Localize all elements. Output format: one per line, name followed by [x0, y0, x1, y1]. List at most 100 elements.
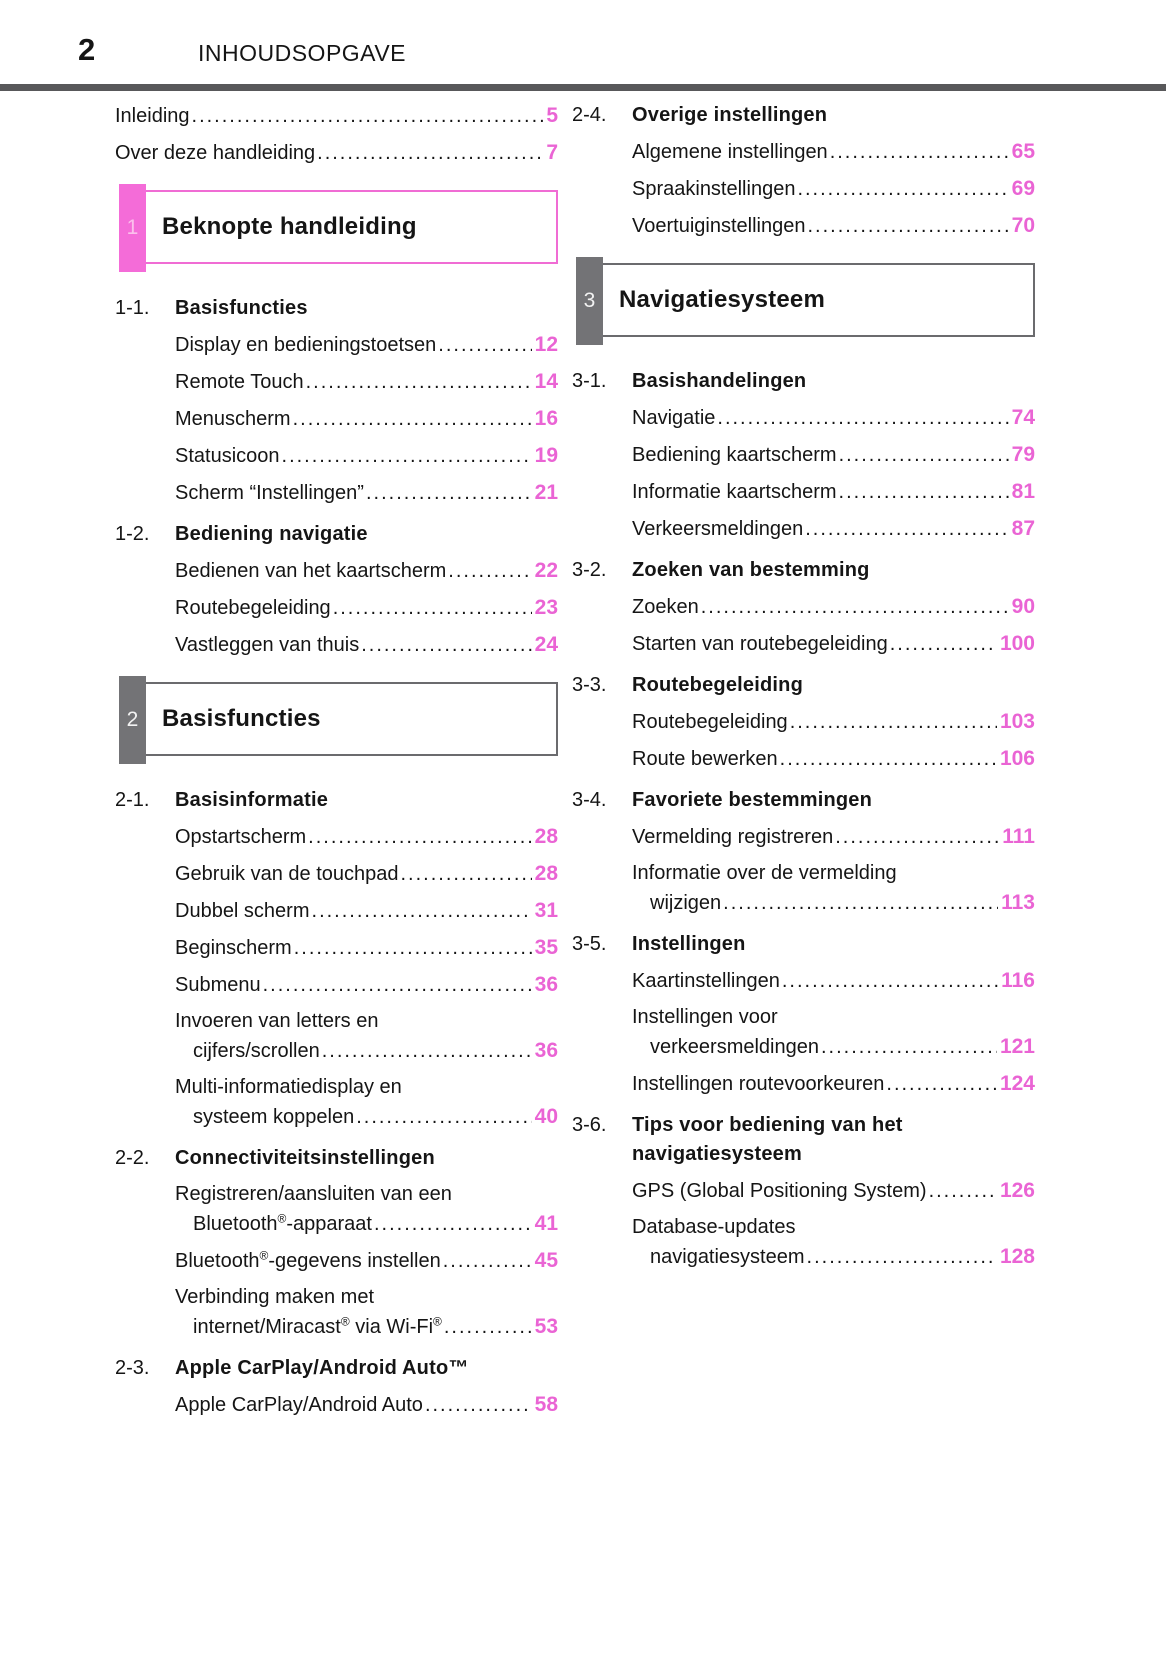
entry-last-line: Route bewerken 106 — [632, 744, 1035, 774]
toc-entry: Dubbel scherm 31 — [175, 896, 558, 926]
entry-last-line: Over deze handleiding 7 — [115, 138, 558, 168]
page-ref: 58 — [534, 1393, 558, 1416]
dot-leader — [192, 102, 544, 131]
entry-text: Display en bedieningstoetsen — [175, 334, 437, 356]
page-ref: 100 — [999, 632, 1035, 655]
entry-last-line: cijfers/scrollen 36 — [175, 1036, 558, 1066]
entry-last-line: Verkeersmeldingen 87 — [632, 514, 1035, 544]
entry-last-line: Vastleggen van thuis 24 — [175, 630, 558, 660]
dot-leader — [807, 212, 1008, 241]
section-number: 2 — [126, 708, 139, 731]
section-heading-2: 2 Basisfuncties — [119, 676, 558, 764]
toc-entry: Apple CarPlay/Android Auto 58 — [175, 1390, 558, 1420]
entry-text: Menuscherm — [175, 408, 291, 430]
page-ref: 12 — [534, 333, 558, 356]
entry-text-line: Verbinding maken met — [175, 1286, 375, 1308]
entry-last-line: Kaartinstellingen 116 — [632, 966, 1035, 996]
entry-text: Spraakinstellingen — [632, 178, 796, 200]
entry-text: Bluetooth®-apparaat — [193, 1211, 372, 1235]
section-title: Beknopte handleiding — [162, 213, 417, 240]
registered-mark: ® — [433, 1314, 442, 1329]
entry-text: Scherm “Instellingen” — [175, 482, 364, 504]
subsection-title: Instellingen — [632, 933, 746, 955]
entry-last-line: verkeersmeldingen 121 — [632, 1032, 1035, 1062]
dot-leader — [780, 745, 997, 774]
toc-subsection-2-2: 2-2. Connectiviteitsinstellingen — [115, 1144, 558, 1173]
toc-entry: Invoeren van letters en cijfers/scrollen 3… — [175, 1007, 558, 1066]
dot-leader — [333, 594, 532, 623]
entry-text: Vastleggen van thuis — [175, 634, 360, 656]
dot-leader — [361, 631, 531, 660]
dot-leader — [717, 404, 1008, 433]
page-ref: 36 — [534, 1039, 558, 1062]
entry-text: Submenu — [175, 974, 261, 996]
entry-text: Zoeken — [632, 596, 699, 618]
toc-entry: Verkeersmeldingen 87 — [632, 514, 1035, 544]
toc-entry: Gebruik van de touchpad 28 — [175, 859, 558, 889]
dot-leader — [782, 967, 998, 996]
entry-text: systeem koppelen — [193, 1106, 355, 1128]
dot-leader — [438, 331, 531, 360]
entry-text: Bluetooth®-gegevens instellen — [175, 1248, 441, 1272]
toc-entry: Starten van routebegeleiding 100 — [632, 629, 1035, 659]
dot-leader — [293, 405, 532, 434]
entry-last-line: Routebegeleiding 103 — [632, 707, 1035, 737]
dot-leader — [282, 442, 532, 471]
entry-text: Informatie kaartscherm — [632, 481, 837, 503]
entry-text: Apple CarPlay/Android Auto — [175, 1394, 423, 1416]
entry-text: Inleiding — [115, 105, 190, 127]
entry-last-line: Scherm “Instellingen” 21 — [175, 478, 558, 508]
page-ref: 35 — [534, 936, 558, 959]
entry-last-line: Routebegeleiding 23 — [175, 593, 558, 623]
toc-entry: Bedienen van het kaartscherm 22 — [175, 556, 558, 586]
entry-last-line: Vermelding registreren 111 — [632, 822, 1035, 852]
page-ref: 69 — [1011, 177, 1035, 200]
dot-leader — [317, 139, 543, 168]
subsection-title: Basishandelingen — [632, 370, 807, 392]
dot-leader — [294, 934, 532, 963]
dot-leader — [797, 175, 1008, 204]
entry-text: GPS (Global Positioning System) — [632, 1180, 927, 1202]
dot-leader — [839, 441, 1009, 470]
dot-leader — [890, 630, 997, 659]
section-number-tab: 2 — [119, 676, 146, 764]
section-heading-3: 3 Navigatiesysteem — [576, 257, 1035, 345]
page-ref: 90 — [1011, 595, 1035, 618]
page-ref: 31 — [534, 899, 558, 922]
page-ref: 124 — [999, 1072, 1035, 1095]
page-title: INHOUDSOPGAVE — [198, 40, 406, 66]
dot-leader — [312, 897, 532, 926]
dot-leader — [308, 823, 531, 852]
page-ref: 70 — [1011, 214, 1035, 237]
subsection-title: Bediening navigatie — [175, 523, 368, 545]
page-ref: 87 — [1011, 517, 1035, 540]
toc-entry: Over deze handleiding 7 — [115, 138, 558, 168]
section-heading-1: 1 Beknopte handleiding — [119, 184, 558, 272]
entry-text: Routebegeleiding — [632, 711, 788, 733]
subsection-title: Basisfuncties — [175, 297, 308, 319]
subsection-title: Routebegeleiding — [632, 674, 803, 696]
page-ref: 19 — [534, 444, 558, 467]
entry-text-line: Multi-informatiedisplay en — [175, 1076, 402, 1098]
toc-entry: Scherm “Instellingen” 21 — [175, 478, 558, 508]
entry-last-line: wijzigen 113 — [632, 888, 1035, 918]
entry-text: Dubbel scherm — [175, 900, 310, 922]
page-ref: 126 — [999, 1179, 1035, 1202]
entry-last-line: Menuscherm 16 — [175, 404, 558, 434]
page-ref: 81 — [1011, 480, 1035, 503]
entry-text: Over deze handleiding — [115, 142, 316, 164]
dot-leader — [790, 708, 997, 737]
page-ref: 74 — [1011, 406, 1035, 429]
entry-text: Vermelding registreren — [632, 826, 834, 848]
subsection-title-line: navigatiesysteem — [632, 1143, 802, 1165]
toc-entry: GPS (Global Positioning System) 126 — [632, 1176, 1035, 1206]
subsection-title-line: Tips voor bediening van het — [632, 1114, 903, 1136]
toc-entry: Registreren/aansluiten van een Bluetooth®… — [175, 1180, 558, 1239]
entry-last-line: Bluetooth®-gegevens instellen 45 — [175, 1246, 558, 1276]
toc-entry: Statusicoon 19 — [175, 441, 558, 471]
section-number: 1 — [126, 216, 139, 239]
page-ref: 41 — [534, 1212, 558, 1235]
toc-subsection-3-1: 3-1. Basishandelingen — [572, 367, 1035, 396]
entry-last-line: Opstartscherm 28 — [175, 822, 558, 852]
